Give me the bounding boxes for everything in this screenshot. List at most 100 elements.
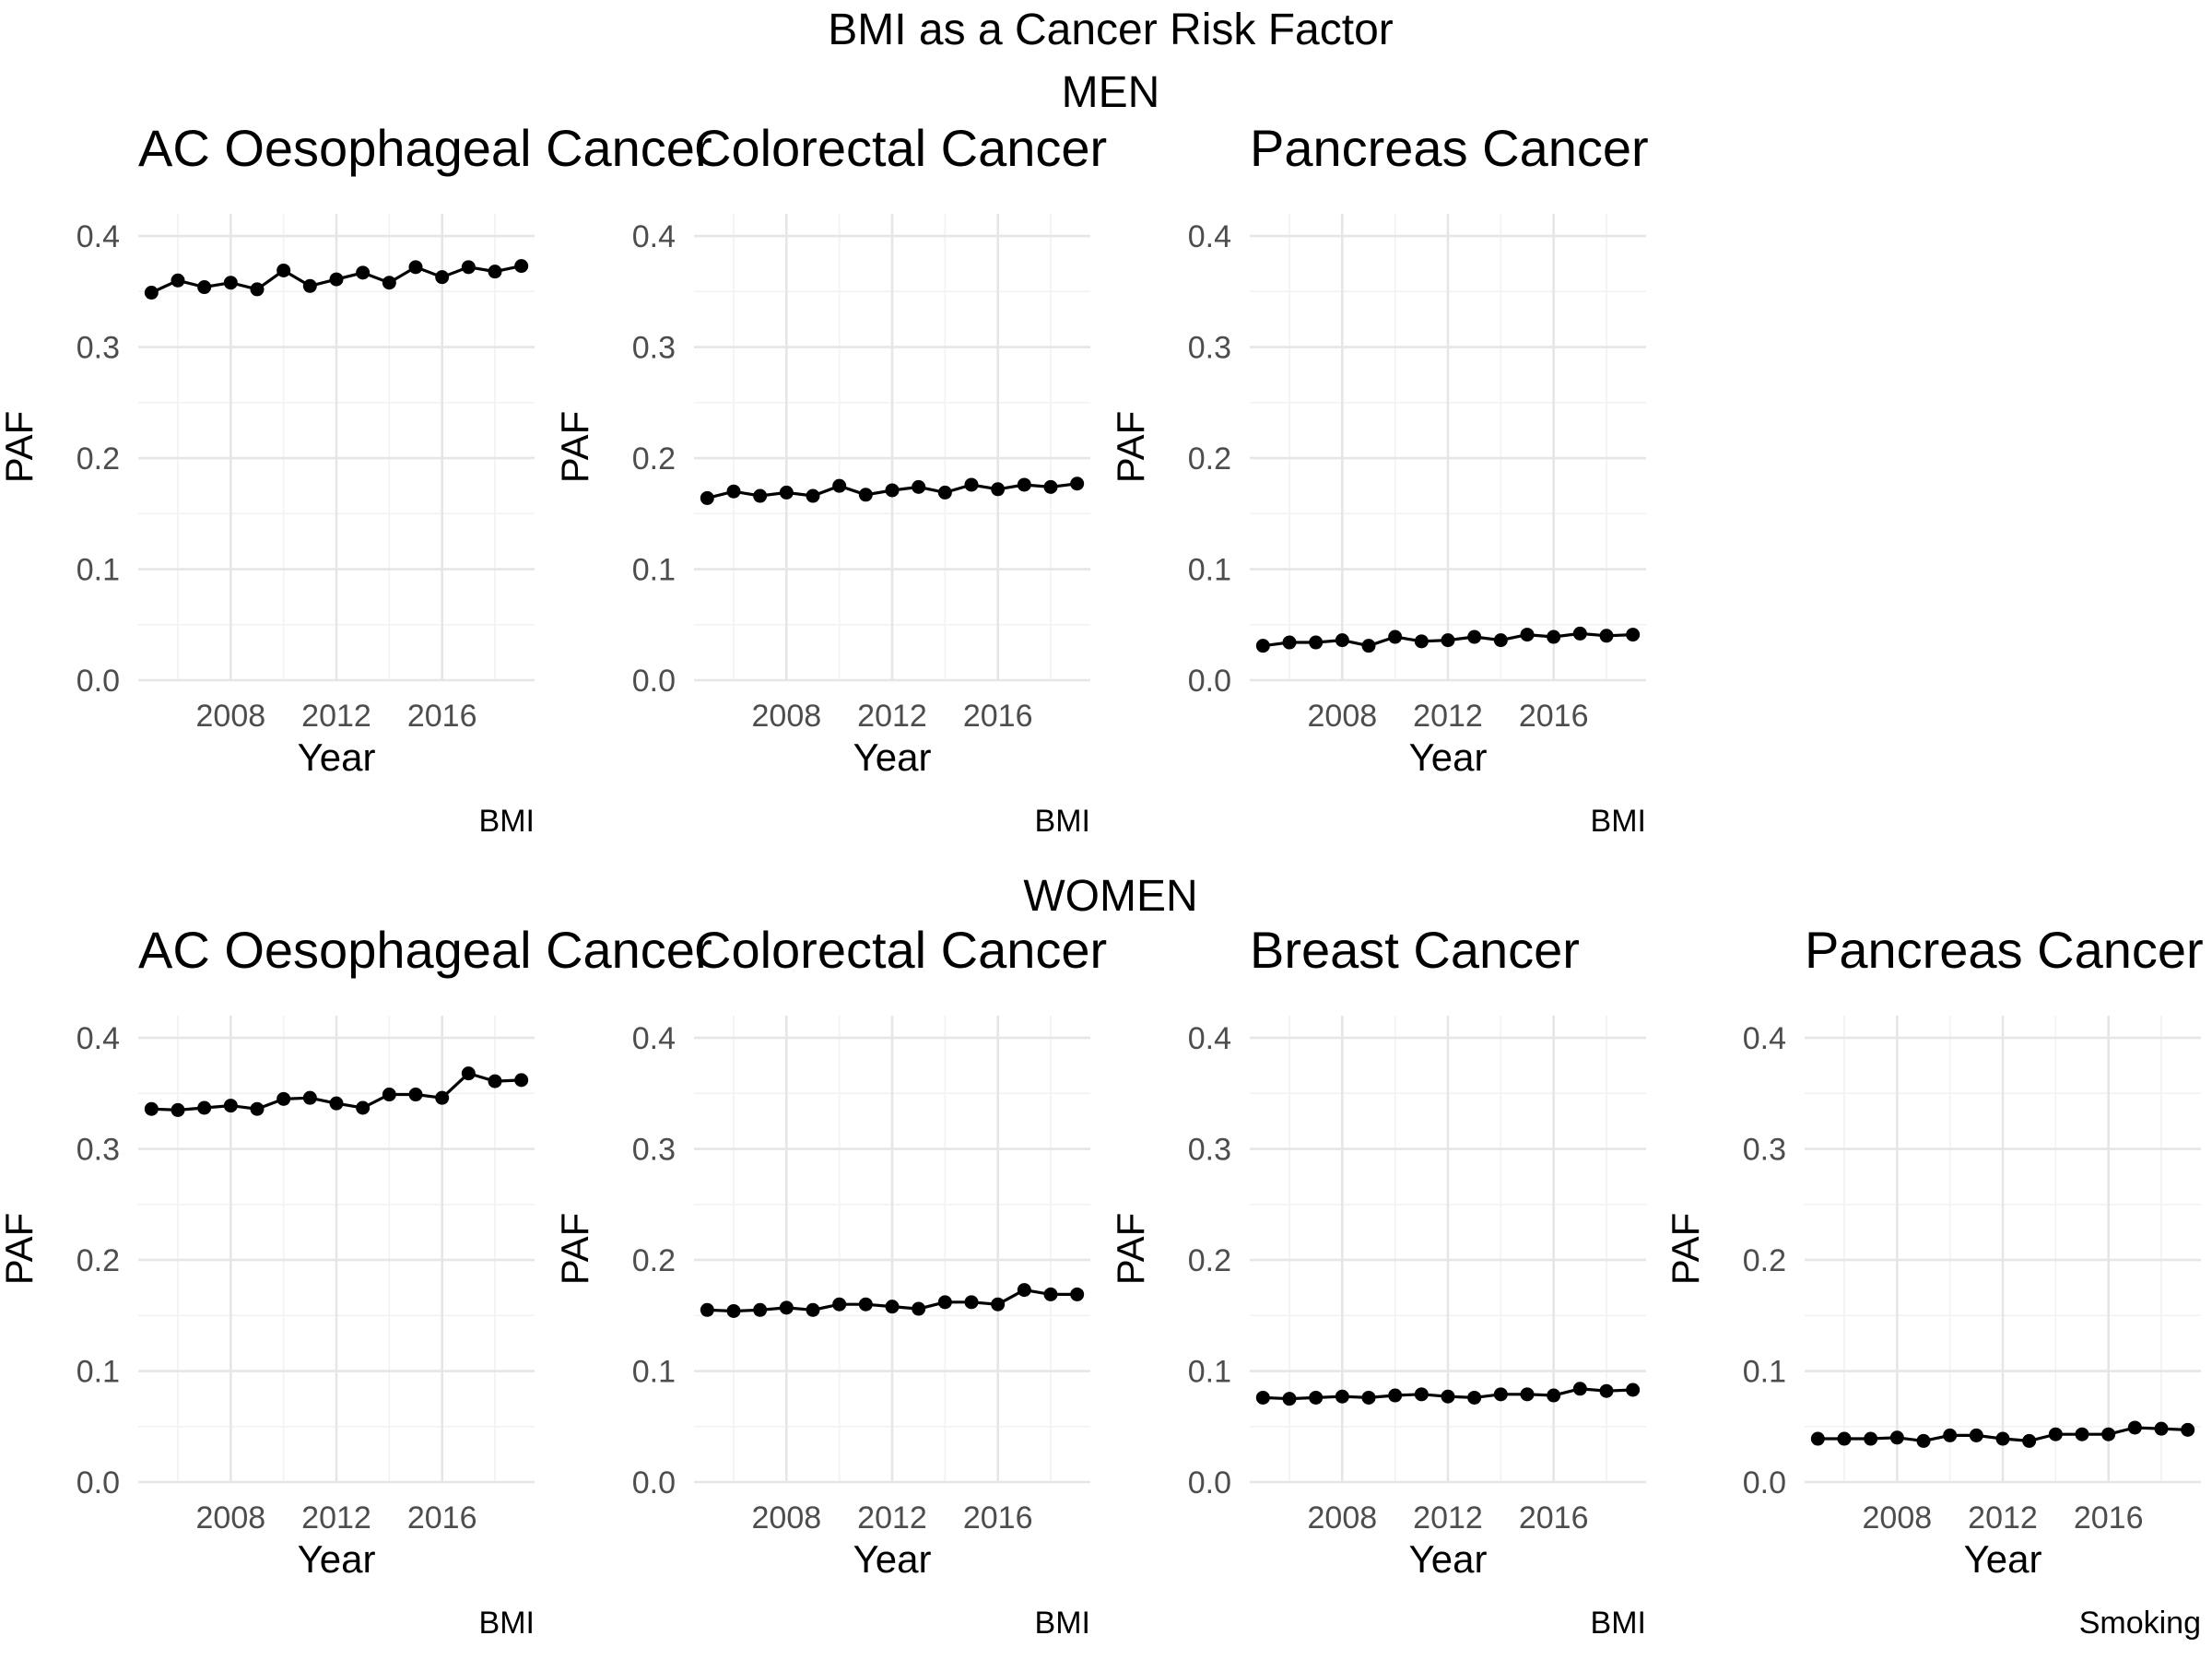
data-point — [1995, 1431, 2010, 1446]
y-tick-label: 0.3 — [632, 331, 676, 366]
data-point — [1361, 1390, 1376, 1405]
y-tick-label: 0.3 — [1188, 331, 1231, 366]
data-point — [937, 1295, 952, 1310]
data-point — [197, 1100, 212, 1115]
x-tick-label: 2012 — [1413, 1500, 1483, 1535]
data-point — [435, 270, 450, 285]
y-tick-label: 0.1 — [632, 1355, 676, 1390]
data-point — [2022, 1433, 2037, 1448]
data-point — [2075, 1427, 2089, 1441]
data-point — [779, 485, 794, 500]
panel-title: Pancreas Cancer — [1250, 119, 1649, 177]
data-point — [250, 1101, 265, 1116]
y-tick-label: 0.0 — [632, 664, 676, 699]
y-tick-label: 0.1 — [76, 553, 120, 588]
panel-3: 0.0 0.1 0.2 0.3 0.4 2008 2012 2016 Year PAF Pancre… — [1109, 119, 1649, 839]
y-tick-label: 0.2 — [1188, 1243, 1231, 1278]
data-point — [435, 1090, 450, 1105]
x-tick-label: 2008 — [752, 1500, 822, 1535]
data-point — [858, 1297, 873, 1312]
x-tick-label: 2016 — [1519, 699, 1589, 734]
y-axis-title: PAF — [0, 411, 41, 484]
data-point — [1043, 1287, 1058, 1301]
data-point — [1864, 1431, 1878, 1446]
data-point — [1520, 1387, 1535, 1402]
data-point — [885, 1300, 900, 1314]
data-point — [356, 265, 371, 280]
panel-title: Breast Cancer — [1250, 921, 1580, 979]
y-tick-label: 0.1 — [1743, 1355, 1786, 1390]
panel-4: 0.0 0.1 0.2 0.3 0.4 2008 2012 2016 Year PAF AC Oes… — [0, 921, 712, 1641]
data-point — [408, 260, 423, 275]
x-tick-label: 2008 — [752, 699, 822, 734]
data-point — [1810, 1431, 1825, 1446]
data-point — [1943, 1428, 1958, 1442]
x-axis-title: Year — [298, 735, 376, 779]
data-point — [302, 278, 317, 293]
data-point — [700, 490, 714, 505]
data-point — [488, 265, 502, 279]
y-tick-label: 0.4 — [1188, 219, 1231, 254]
y-tick-label: 0.4 — [76, 219, 120, 254]
y-tick-label: 0.2 — [632, 441, 676, 477]
data-point — [276, 263, 291, 277]
data-point — [991, 1297, 1006, 1312]
panel-caption: BMI — [1591, 804, 1646, 839]
data-point — [832, 478, 847, 493]
figure-title: BMI as a Cancer Risk Factor — [828, 6, 1394, 54]
y-tick-label: 0.2 — [76, 1243, 120, 1278]
data-point — [171, 1102, 185, 1117]
y-tick-label: 0.4 — [1188, 1021, 1231, 1056]
data-point — [806, 488, 820, 503]
panel-6: 0.0 0.1 0.2 0.3 0.4 2008 2012 2016 Year PAF Breast… — [1109, 921, 1646, 1641]
panels: 0.0 0.1 0.2 0.3 0.4 2008 2012 2016 Year PAF AC Oes… — [0, 119, 2204, 1641]
y-axis-title: PAF — [553, 1213, 596, 1286]
data-point — [964, 1295, 979, 1310]
data-point — [806, 1302, 820, 1317]
data-point — [1599, 629, 1614, 643]
x-tick-label: 2016 — [963, 699, 1033, 734]
data-point — [726, 1303, 741, 1318]
data-point — [1441, 1389, 1455, 1404]
data-point — [2048, 1427, 2063, 1441]
data-point — [1599, 1383, 1614, 1398]
y-tick-label: 0.1 — [1188, 1355, 1231, 1390]
data-point — [964, 477, 979, 492]
data-point — [1017, 477, 1031, 492]
group-title-men: MEN — [1062, 68, 1160, 117]
y-tick-label: 0.0 — [632, 1465, 676, 1500]
panel-title: AC Oesophageal Cancer — [138, 119, 712, 177]
data-point — [382, 276, 396, 290]
x-tick-label: 2012 — [857, 1500, 927, 1535]
y-tick-label: 0.2 — [1743, 1243, 1786, 1278]
data-point — [726, 484, 741, 499]
data-point — [1255, 639, 1270, 653]
y-tick-label: 0.2 — [1188, 441, 1231, 477]
y-tick-label: 0.0 — [1188, 664, 1231, 699]
data-point — [461, 1066, 476, 1081]
data-point — [514, 1073, 529, 1088]
panel-caption: BMI — [1035, 804, 1090, 839]
x-tick-label: 2008 — [1863, 1500, 1933, 1535]
y-tick-label: 0.3 — [632, 1133, 676, 1168]
data-point — [858, 488, 873, 502]
y-tick-label: 0.3 — [76, 331, 120, 366]
y-tick-label: 0.1 — [76, 1355, 120, 1390]
data-point — [1547, 629, 1561, 644]
panel-caption: BMI — [1591, 1606, 1646, 1641]
panel-title: Colorectal Cancer — [694, 119, 1107, 177]
data-point — [2101, 1427, 2116, 1441]
x-axis-title: Year — [853, 735, 932, 779]
x-tick-label: 2008 — [196, 1500, 266, 1535]
x-tick-label: 2008 — [1308, 699, 1378, 734]
data-point — [1889, 1430, 1904, 1445]
panel-caption: BMI — [1035, 1606, 1090, 1641]
data-point — [302, 1090, 317, 1105]
data-point — [1255, 1390, 1270, 1405]
y-tick-label: 0.4 — [632, 219, 676, 254]
x-tick-label: 2012 — [301, 1500, 371, 1535]
y-axis-title: PAF — [553, 411, 596, 484]
data-point — [1335, 1389, 1349, 1404]
data-point — [1017, 1283, 1031, 1298]
data-point — [1361, 639, 1376, 653]
